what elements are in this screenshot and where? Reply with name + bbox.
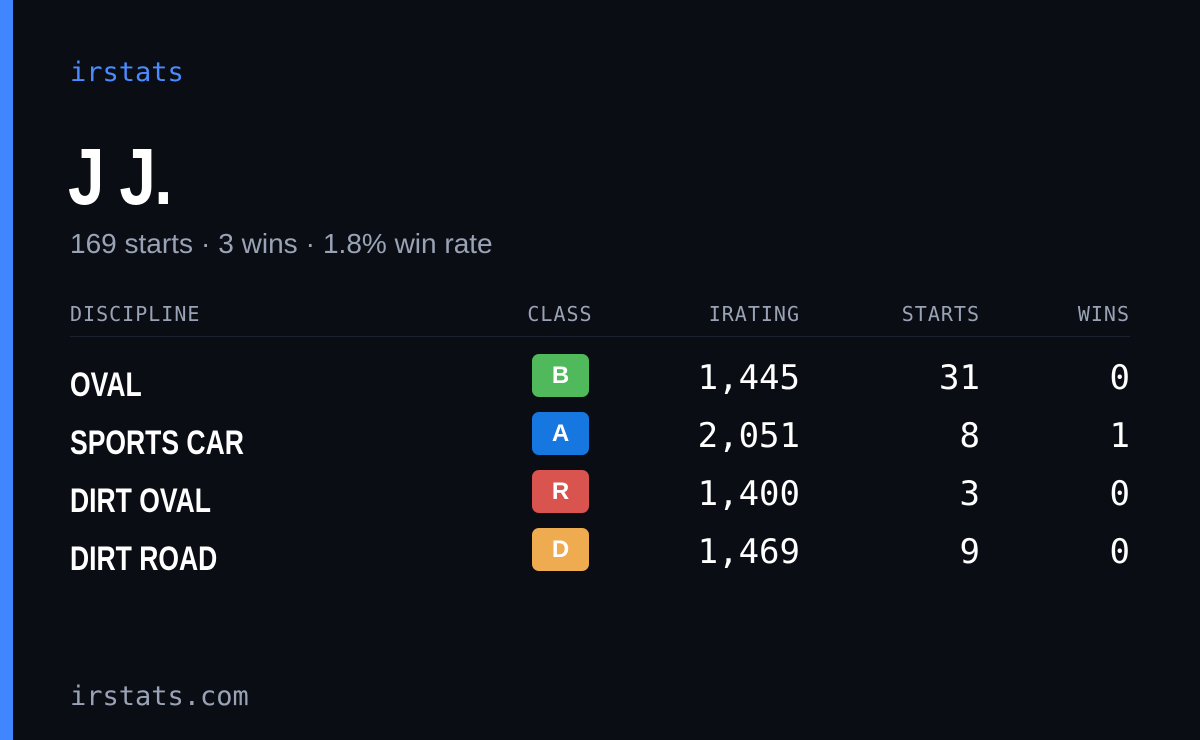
discipline-table: DISCIPLINE CLASS IRATING STARTS WINS OVA… — [70, 296, 1130, 586]
summary-separator: · — [200, 228, 211, 259]
table-row: OVAL B 1,445 31 0 — [70, 354, 1130, 412]
footer-url: irstats.com — [70, 681, 249, 712]
brand-logo-text: irstats — [70, 57, 184, 88]
table-body: OVAL B 1,445 31 0 SPORTS CAR A 2,051 8 1… — [70, 337, 1130, 586]
starts-value: 9 — [959, 532, 980, 572]
discipline-name: DIRT OVAL — [70, 482, 211, 520]
starts-value: 31 — [939, 358, 980, 398]
irating-value: 2,051 — [697, 416, 800, 456]
starts-value: 8 — [959, 416, 980, 456]
header-wins: WINS — [1077, 302, 1130, 326]
wins-value: 1 — [1109, 416, 1130, 456]
irating-value: 1,445 — [697, 358, 800, 398]
summary-line: 169 starts · 3 wins · 1.8% win rate — [70, 226, 493, 262]
wins-value: 0 — [1109, 358, 1130, 398]
discipline-name: DIRT ROAD — [70, 540, 218, 578]
discipline-name: SPORTS CAR — [70, 424, 244, 462]
license-class-badge: D — [532, 528, 589, 571]
player-name: J J. — [68, 132, 173, 221]
table-row: DIRT OVAL R 1,400 3 0 — [70, 470, 1130, 528]
license-class-badge: R — [532, 470, 589, 513]
table-row: SPORTS CAR A 2,051 8 1 — [70, 412, 1130, 470]
license-class-badge: A — [532, 412, 589, 455]
header-discipline: DISCIPLINE — [70, 302, 201, 326]
table-header: DISCIPLINE CLASS IRATING STARTS WINS — [70, 296, 1130, 337]
summary-win-rate: 1.8% win rate — [322, 228, 493, 259]
accent-bar — [0, 0, 13, 740]
discipline-name: OVAL — [70, 366, 142, 404]
header-irating: IRATING — [708, 302, 800, 326]
license-class-badge: B — [532, 354, 589, 397]
irating-value: 1,400 — [697, 474, 800, 514]
irating-value: 1,469 — [697, 532, 800, 572]
table-row: DIRT ROAD D 1,469 9 0 — [70, 528, 1130, 586]
wins-value: 0 — [1109, 474, 1130, 514]
summary-separator: · — [305, 228, 315, 259]
summary-wins: 3 wins — [218, 228, 298, 259]
summary-starts: 169 starts — [70, 228, 193, 259]
header-class: CLASS — [527, 302, 593, 326]
wins-value: 0 — [1109, 532, 1130, 572]
header-starts: STARTS — [901, 302, 980, 326]
starts-value: 3 — [959, 474, 980, 514]
